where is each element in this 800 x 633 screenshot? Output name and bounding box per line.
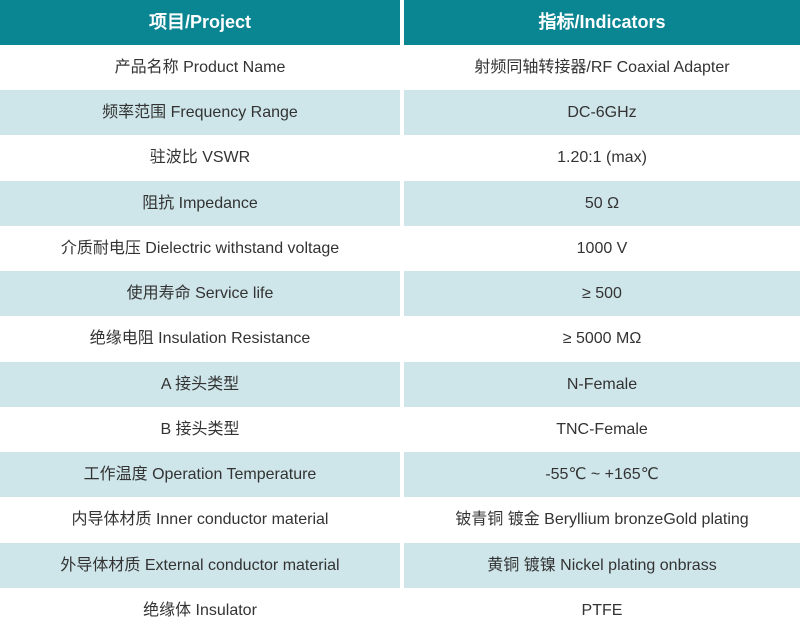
table-row: 介质耐电压 Dielectric withstand voltage 1000 … bbox=[0, 225, 800, 272]
table-row: B 接头类型 TNC-Female bbox=[0, 406, 800, 453]
indicator-cell: TNC-Female bbox=[556, 420, 648, 438]
table-row: 内导体材质 Inner conductor material 铍青铜 镀金 Be… bbox=[0, 497, 800, 543]
column-divider bbox=[400, 452, 404, 498]
project-cell: 频率范围 Frequency Range bbox=[102, 104, 298, 122]
column-divider bbox=[400, 135, 404, 181]
table-header-row: 项目/Project 指标/Indicators bbox=[0, 0, 800, 45]
table-row: 工作温度 Operation Temperature -55℃ ~ +165℃ bbox=[0, 452, 800, 498]
column-divider bbox=[400, 225, 404, 272]
indicator-cell: 50 Ω bbox=[584, 194, 620, 212]
table-row: 驻波比 VSWR 1.20:1 (max) bbox=[0, 135, 800, 181]
project-cell: 工作温度 Operation Temperature bbox=[83, 466, 317, 484]
project-cell: 介质耐电压 Dielectric withstand voltage bbox=[60, 239, 340, 257]
indicator-cell: ≥ 500 bbox=[582, 285, 622, 303]
indicator-cell: N-Female bbox=[566, 375, 638, 393]
column-divider bbox=[400, 0, 404, 45]
header-indicators-label: 指标/Indicators bbox=[538, 11, 666, 32]
indicator-cell: ≥ 5000 MΩ bbox=[562, 330, 642, 348]
column-divider bbox=[400, 497, 404, 543]
indicator-cell: 黄铜 镀镍 Nickel plating onbrass bbox=[487, 556, 717, 574]
project-cell: 产品名称 Product Name bbox=[114, 59, 286, 77]
column-divider bbox=[400, 45, 404, 91]
project-cell: 外导体材质 External conductor material bbox=[60, 556, 340, 574]
column-divider bbox=[400, 361, 404, 407]
table-row: 频率范围 Frequency Range DC-6GHz bbox=[0, 90, 800, 136]
indicator-cell: 射频同轴转接器/RF Coaxial Adapter bbox=[474, 59, 730, 77]
header-project-label: 项目/Project bbox=[148, 11, 252, 32]
project-cell: 内导体材质 Inner conductor material bbox=[71, 511, 329, 529]
table-row: 绝缘体 Insulator PTFE bbox=[0, 587, 800, 633]
column-divider bbox=[400, 406, 404, 453]
indicator-cell: PTFE bbox=[581, 601, 623, 619]
table-row: 阻抗 Impedance 50 Ω bbox=[0, 180, 800, 226]
project-cell: 驻波比 VSWR bbox=[149, 149, 251, 167]
project-cell: A 接头类型 bbox=[160, 375, 240, 393]
project-cell: 绝缘电阻 Insulation Resistance bbox=[89, 330, 311, 348]
table-row: A 接头类型 N-Female bbox=[0, 361, 800, 407]
indicator-cell: DC-6GHz bbox=[567, 104, 637, 122]
indicator-cell: 1.20:1 (max) bbox=[557, 149, 647, 167]
column-divider bbox=[400, 542, 404, 588]
indicator-cell: 铍青铜 镀金 Beryllium bronzeGold plating bbox=[455, 511, 749, 529]
indicator-cell: -55℃ ~ +165℃ bbox=[545, 466, 659, 484]
table-row: 产品名称 Product Name 射频同轴转接器/RF Coaxial Ada… bbox=[0, 45, 800, 91]
column-divider bbox=[400, 587, 404, 633]
table-row: 绝缘电阻 Insulation Resistance ≥ 5000 MΩ bbox=[0, 316, 800, 362]
column-divider bbox=[400, 316, 404, 362]
table-row: 外导体材质 External conductor material 黄铜 镀镍 … bbox=[0, 542, 800, 588]
table-row: 使用寿命 Service life ≥ 500 bbox=[0, 271, 800, 317]
project-cell: B 接头类型 bbox=[160, 420, 240, 438]
project-cell: 使用寿命 Service life bbox=[126, 285, 274, 303]
project-cell: 阻抗 Impedance bbox=[142, 194, 258, 212]
column-divider bbox=[400, 90, 404, 136]
indicator-cell: 1000 V bbox=[576, 239, 628, 257]
column-divider bbox=[400, 271, 404, 317]
column-divider bbox=[400, 180, 404, 226]
project-cell: 绝缘体 Insulator bbox=[143, 601, 257, 619]
